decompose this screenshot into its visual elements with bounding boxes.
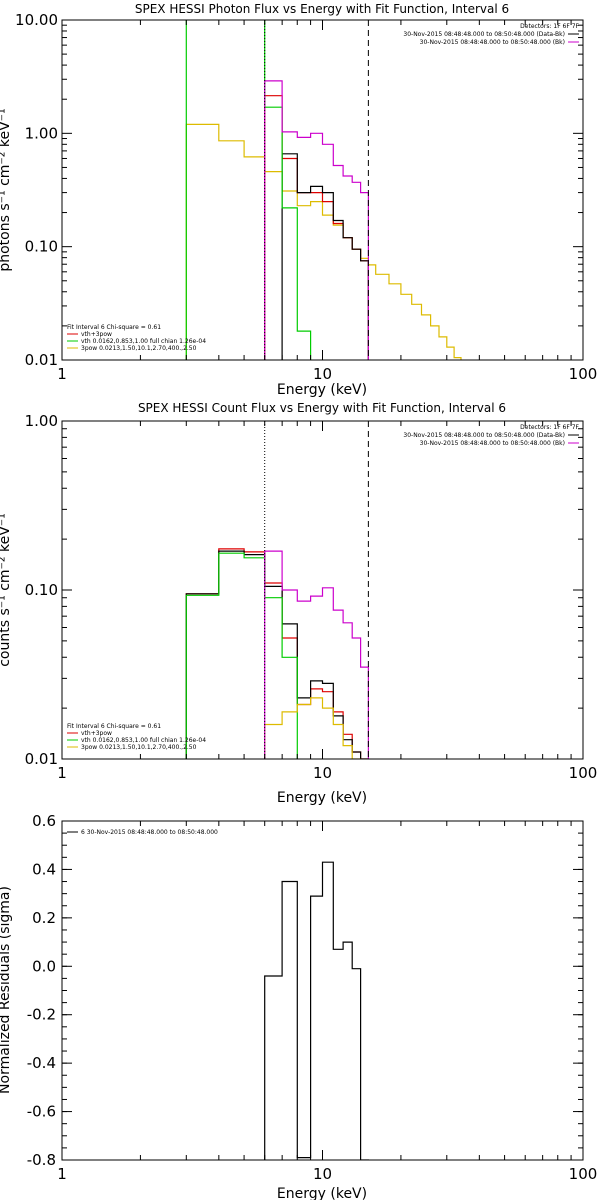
y-tick-label: 10.00 [15,11,58,29]
y-tick-label: -0.4 [27,1054,56,1072]
x-tick-label: 10 [313,365,332,383]
x-tick-label: 10 [313,764,332,782]
y-tick-label: 0.10 [25,581,58,599]
count-flux-ylabel: counts s⁻¹ cm⁻² keV⁻¹ [0,513,13,667]
y-tick-label: 1.00 [25,412,58,430]
legend-entry: Fit Interval 6 Chi-square = 0.61 [67,324,161,331]
y-tick-label: 0.10 [25,238,58,256]
y-tick-label: 0.0 [32,957,56,975]
photon-flux-title: SPEX HESSI Photon Flux vs Energy with Fi… [135,2,509,16]
y-tick-label: -0.6 [27,1103,56,1121]
plot-area [185,548,369,759]
y-tick-label: 0.01 [25,351,58,369]
y-tick-label: -0.8 [27,1151,56,1169]
header-line: Detectors: 1F 6F 7F [520,424,579,431]
legend-entry: vth 0.0162,0.853,1.00 full chian 1.26e-0… [81,737,206,744]
y-tick-label: 0.6 [32,812,56,830]
series-1-line [185,550,369,759]
y-tick-label: 0.01 [25,750,58,768]
legend-entry: 3pow 0.0213,1.50,10.1,2.70,400.,2.50 [81,744,197,751]
x-tick-label: 1 [57,365,67,383]
legend-entry: 3pow 0.0213,1.50,10.1,2.70,400.,2.50 [81,345,197,352]
y-tick-label: -0.2 [27,1006,56,1024]
y-tick-label: 0.4 [32,860,56,878]
residuals-xlabel: Energy (keV) [277,1186,367,1200]
header-line: Detectors: 1F 6F 7F [520,23,579,30]
legend-entry: vth+3pow [81,730,112,737]
x-tick-label: 100 [569,365,598,383]
residuals-panel: Energy (keV) Normalized Residuals (sigma… [0,812,597,1200]
header-line: 30-Nov-2015 08:48:48.000 to 08:50:48.000… [403,31,565,38]
photon-flux-xlabel: Energy (keV) [277,382,367,398]
plot-area [185,20,462,360]
plot-area [264,861,369,1160]
header-line: 30-Nov-2015 08:48:48.000 to 08:50:48.000… [420,440,565,447]
photon-flux-panel: SPEX HESSI Photon Flux vs Energy with Fi… [0,2,598,398]
series-3-line [264,697,362,759]
photon-flux-ylabel: photons s⁻¹ cm⁻² keV⁻¹ [0,108,13,271]
series-4-line [264,80,369,360]
series-0-line [185,123,462,360]
x-tick-label: 1 [57,1165,67,1183]
legend-entry: 6 30-Nov-2015 08:48:48.000 to 08:50:48.0… [81,829,218,836]
x-tick-label: 100 [569,764,598,782]
legend-entry: vth+3pow [81,331,112,338]
series-0-line [264,861,369,1160]
count-flux-xlabel: Energy (keV) [277,790,367,806]
series-2-line [185,552,298,759]
residuals-ylabel: Normalized Residuals (sigma) [0,886,13,1094]
x-tick-label: 1 [57,764,67,782]
y-tick-label: 0.2 [32,909,56,927]
count-flux-panel: SPEX HESSI Count Flux vs Energy with Fit… [0,401,597,806]
series-2-line [281,153,369,360]
count-flux-title: SPEX HESSI Count Flux vs Energy with Fit… [138,401,506,415]
series-3-line [185,20,312,360]
y-tick-label: 1.00 [25,124,58,142]
series-4-line [264,550,369,759]
header-line: 30-Nov-2015 08:48:48.000 to 08:50:48.000… [403,432,565,439]
x-tick-label: 100 [569,1165,598,1183]
legend-entry: Fit Interval 6 Chi-square = 0.61 [67,723,161,730]
series-1-line [264,95,369,360]
legend-entry: vth 0.0162,0.853,1.00 full chian 1.26e-0… [81,338,206,345]
header-line: 30-Nov-2015 08:48:48.000 to 08:50:48.000… [420,39,565,46]
x-tick-label: 10 [313,1165,332,1183]
